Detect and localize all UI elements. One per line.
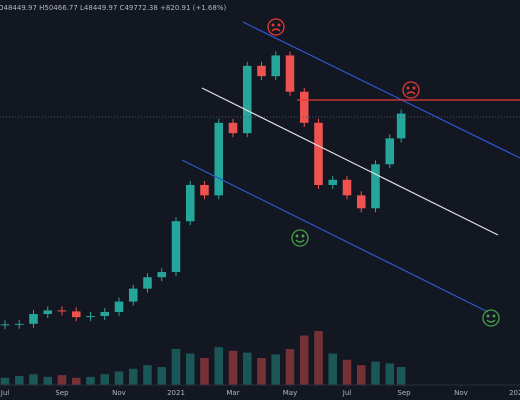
candle-body [396,113,406,139]
ohlc-header: O48449.97 H50466.77 L48449.97 C49772.38 … [0,4,226,12]
volume-bar [257,358,266,385]
candle-body [14,323,24,325]
volume-bar [43,376,53,385]
volume-bar [299,335,309,385]
candle-body [228,122,238,134]
volume-bar [385,363,395,385]
volume-bar [214,347,224,385]
candle-body [299,91,309,123]
volume-bar [143,365,152,385]
sad-face [402,81,420,99]
candle-body [385,138,395,165]
volume-bar [285,349,295,385]
happy-face [291,229,309,247]
volume-bar [356,365,366,385]
volume-bar [29,374,38,385]
upper-channel [242,21,520,159]
volume-bar [157,367,167,385]
candle-body [29,314,38,324]
volume-bar [57,375,67,385]
happy-face [482,309,500,327]
candle-body [86,316,95,318]
volume-bar [200,358,209,385]
volume-bar [185,353,195,385]
candle-body [0,324,10,326]
candle-body [114,301,124,312]
volume-bar [271,354,281,385]
x-tick-label: 2022 [509,389,520,397]
candle-body [43,310,53,315]
x-tick-label: 2021 [167,389,185,397]
volume-bar [71,377,81,385]
candle-body [214,122,224,196]
candle-body [171,221,181,273]
volume-bar [14,376,24,385]
candle-body [57,310,67,312]
candle-body [285,55,295,92]
candle-body [185,184,195,222]
x-tick-label: Mar [226,389,239,397]
volume-bar [86,376,95,385]
volume-bar [114,371,124,385]
volume-bar [228,350,238,385]
volume-bar [128,368,138,385]
candle-body [242,65,252,134]
volume-bar [314,331,323,385]
volume-bar [100,374,110,385]
candle-body [157,272,167,278]
candle-layer [0,51,406,330]
x-tick-label: Jul [0,389,9,397]
candle-body [71,311,81,318]
lower-channel [181,159,489,313]
volume-layer [0,331,406,385]
volume-bar [396,367,406,385]
candle-body [143,277,152,289]
x-tick-label: Jul [342,389,352,397]
candle-body [342,179,352,196]
volume-bar [171,349,181,385]
volume-bar [242,352,252,385]
candle-body [200,184,209,196]
candle-body [328,179,338,185]
x-tick-label: Nov [454,389,468,397]
volume-bar [342,359,352,385]
candle-body [371,164,380,209]
candle-body [128,288,138,302]
x-tick-label: Sep [397,389,411,397]
volume-bar [328,353,338,385]
x-tick-label: Sep [55,389,69,397]
candle-body [314,122,323,185]
x-tick-label: May [283,389,297,397]
candle-body [271,55,281,77]
candle-body [100,311,110,317]
volume-bar [371,361,380,385]
candle-body [356,195,366,209]
sad-face [267,18,285,36]
volume-bar [0,377,10,385]
x-tick-label: Nov [112,389,126,397]
middle-line [201,87,499,236]
candle-body [257,65,266,77]
